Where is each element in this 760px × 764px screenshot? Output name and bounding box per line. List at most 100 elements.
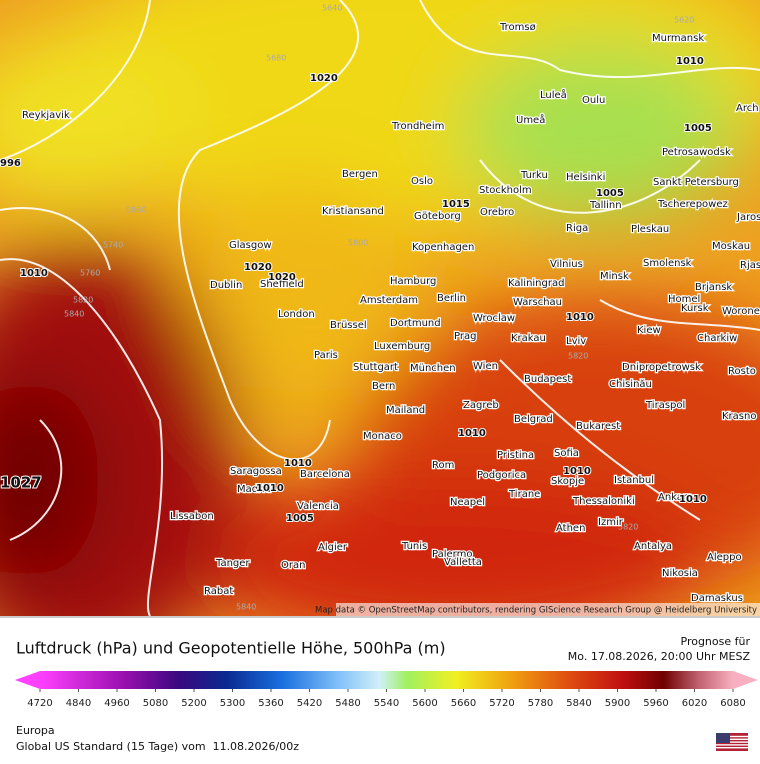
height-label: 5640 [322, 4, 342, 13]
isobar-label: 1010 [20, 268, 48, 279]
city-label: Sheffield [260, 279, 304, 290]
isobar-label: 1005 [286, 513, 314, 524]
colorbar-tick-label: 6080 [720, 698, 745, 709]
city-label: Dortmund [390, 318, 441, 329]
colorbar-tick-label: 5420 [297, 698, 322, 709]
city-label: Saragossa [230, 466, 282, 477]
city-label: Bern [372, 381, 395, 392]
isobar-label: 1005 [596, 188, 624, 199]
city-label: Budapest [524, 374, 571, 385]
city-label: Izmir [598, 517, 624, 528]
colorbar-arrow-left [15, 671, 40, 689]
city-label: Kopenhagen [412, 242, 474, 253]
city-label: London [278, 309, 315, 320]
city-label: Antalya [634, 541, 672, 552]
city-label: Barcelona [300, 469, 350, 480]
height-label: 5820 [73, 296, 93, 305]
city-label: Glasgow [229, 240, 272, 251]
attribution: Map data © OpenStreetMap contributors, r… [315, 606, 757, 616]
colorbar-tick-label: 5480 [335, 698, 360, 709]
height-label: 5820 [568, 352, 588, 361]
forecast-time: Mo. 17.08.2026, 20:00 Uhr MESZ [568, 650, 751, 663]
colorbar-tick-label: 5900 [605, 698, 630, 709]
city-label: Reykjavik [22, 110, 70, 121]
isobar-label: 996 [0, 158, 21, 169]
city-label: Monaco [363, 431, 402, 442]
colorbar-tick-label: 5960 [643, 698, 668, 709]
city-label: Sankt Petersburg [653, 177, 739, 188]
city-label: Wroclaw [473, 313, 515, 324]
colorbar-tick-label: 5840 [566, 698, 591, 709]
region: Europa [16, 724, 55, 737]
isobar-label: 1020 [310, 73, 338, 84]
city-label: München [410, 363, 456, 374]
city-label: Jaros [736, 212, 760, 223]
colorbar-tick-label: 6020 [682, 698, 707, 709]
city-label: Smolensk [643, 258, 692, 269]
city-label: Pristina [497, 450, 534, 461]
city-label: Valletta [444, 557, 482, 568]
city-label: Charkiw [697, 333, 737, 344]
city-label: Warschau [513, 297, 562, 308]
city-label: Bukarest [576, 421, 620, 432]
isobar-label: 1015 [442, 199, 470, 210]
colorbar-tick-label: 5660 [451, 698, 476, 709]
title: Luftdruck (hPa) und Geopotentielle Höhe,… [16, 639, 446, 658]
isobar-label: 1010 [284, 458, 312, 469]
colorbar-tick-label: 5300 [220, 698, 245, 709]
city-label: Trondheim [391, 121, 444, 132]
isobar-label: 1010 [566, 312, 594, 323]
height-label: 5840 [64, 310, 84, 319]
colorbar-tick-label: 5720 [489, 698, 514, 709]
city-label: Berlin [437, 293, 466, 304]
city-label: Tanger [215, 558, 250, 569]
map-labels: 5640 5620 5680 5860 5740 5760 5820 5840 5800 5820… [0, 4, 760, 616]
city-label: Rabat [204, 586, 233, 597]
city-label: Palermo [432, 549, 472, 560]
colorbar-tick-label: 5540 [374, 698, 399, 709]
city-label: Kristiansand [322, 206, 384, 217]
city-label: Kiew [637, 325, 661, 336]
city-label: Chisinău [609, 379, 652, 390]
colorbar-tick-label: 5600 [412, 698, 437, 709]
city-label: Kursk [681, 303, 709, 314]
attribution-bg [336, 603, 760, 616]
city-label: Thessaloniki [572, 496, 635, 507]
city-label: Homel [668, 294, 700, 305]
city-label: Murmansk [652, 33, 704, 44]
city-label: Oran [281, 560, 305, 571]
city-label: Skopje [551, 476, 584, 487]
city-label: Turku [520, 170, 548, 181]
map-background [0, 0, 760, 616]
height-label: 5800 [348, 239, 368, 248]
city-label: Algier [318, 542, 348, 553]
colorbar [40, 671, 733, 689]
model-run: Global US Standard (15 Tage) vom 11.08.2… [16, 740, 299, 753]
city-label: Krakau [511, 333, 546, 344]
city-label: Luleå [540, 88, 567, 101]
colorbar-tick-label: 5080 [143, 698, 168, 709]
city-label: Ankara [658, 492, 693, 503]
city-label: Tscherepowez [657, 199, 728, 210]
height-label: 5740 [103, 241, 123, 250]
city-label: Tromsø [499, 22, 536, 33]
city-label: Minsk [600, 271, 629, 282]
city-label: Sofia [554, 448, 579, 459]
height-label: 5860 [126, 206, 146, 215]
city-label: Rosto [728, 366, 756, 377]
colorbar-tick-label: 4960 [104, 698, 129, 709]
city-label: Valencia [297, 501, 339, 512]
height-label: 5820 [618, 523, 638, 532]
us-flag [716, 733, 748, 751]
city-label: Moskau [712, 241, 750, 252]
city-label: Amsterdam [360, 295, 418, 306]
height-label: 5760 [80, 269, 100, 278]
city-label: Mailand [386, 405, 425, 416]
colorbar-tick-label: 5200 [181, 698, 206, 709]
height-label: 5860 [514, 453, 534, 462]
city-label: Oulu [582, 95, 605, 106]
isobar-label: 1020 [244, 262, 272, 273]
city-label: Krasno [722, 411, 756, 422]
city-label: Rjas [740, 260, 760, 271]
city-label: Pleskau [631, 224, 669, 235]
